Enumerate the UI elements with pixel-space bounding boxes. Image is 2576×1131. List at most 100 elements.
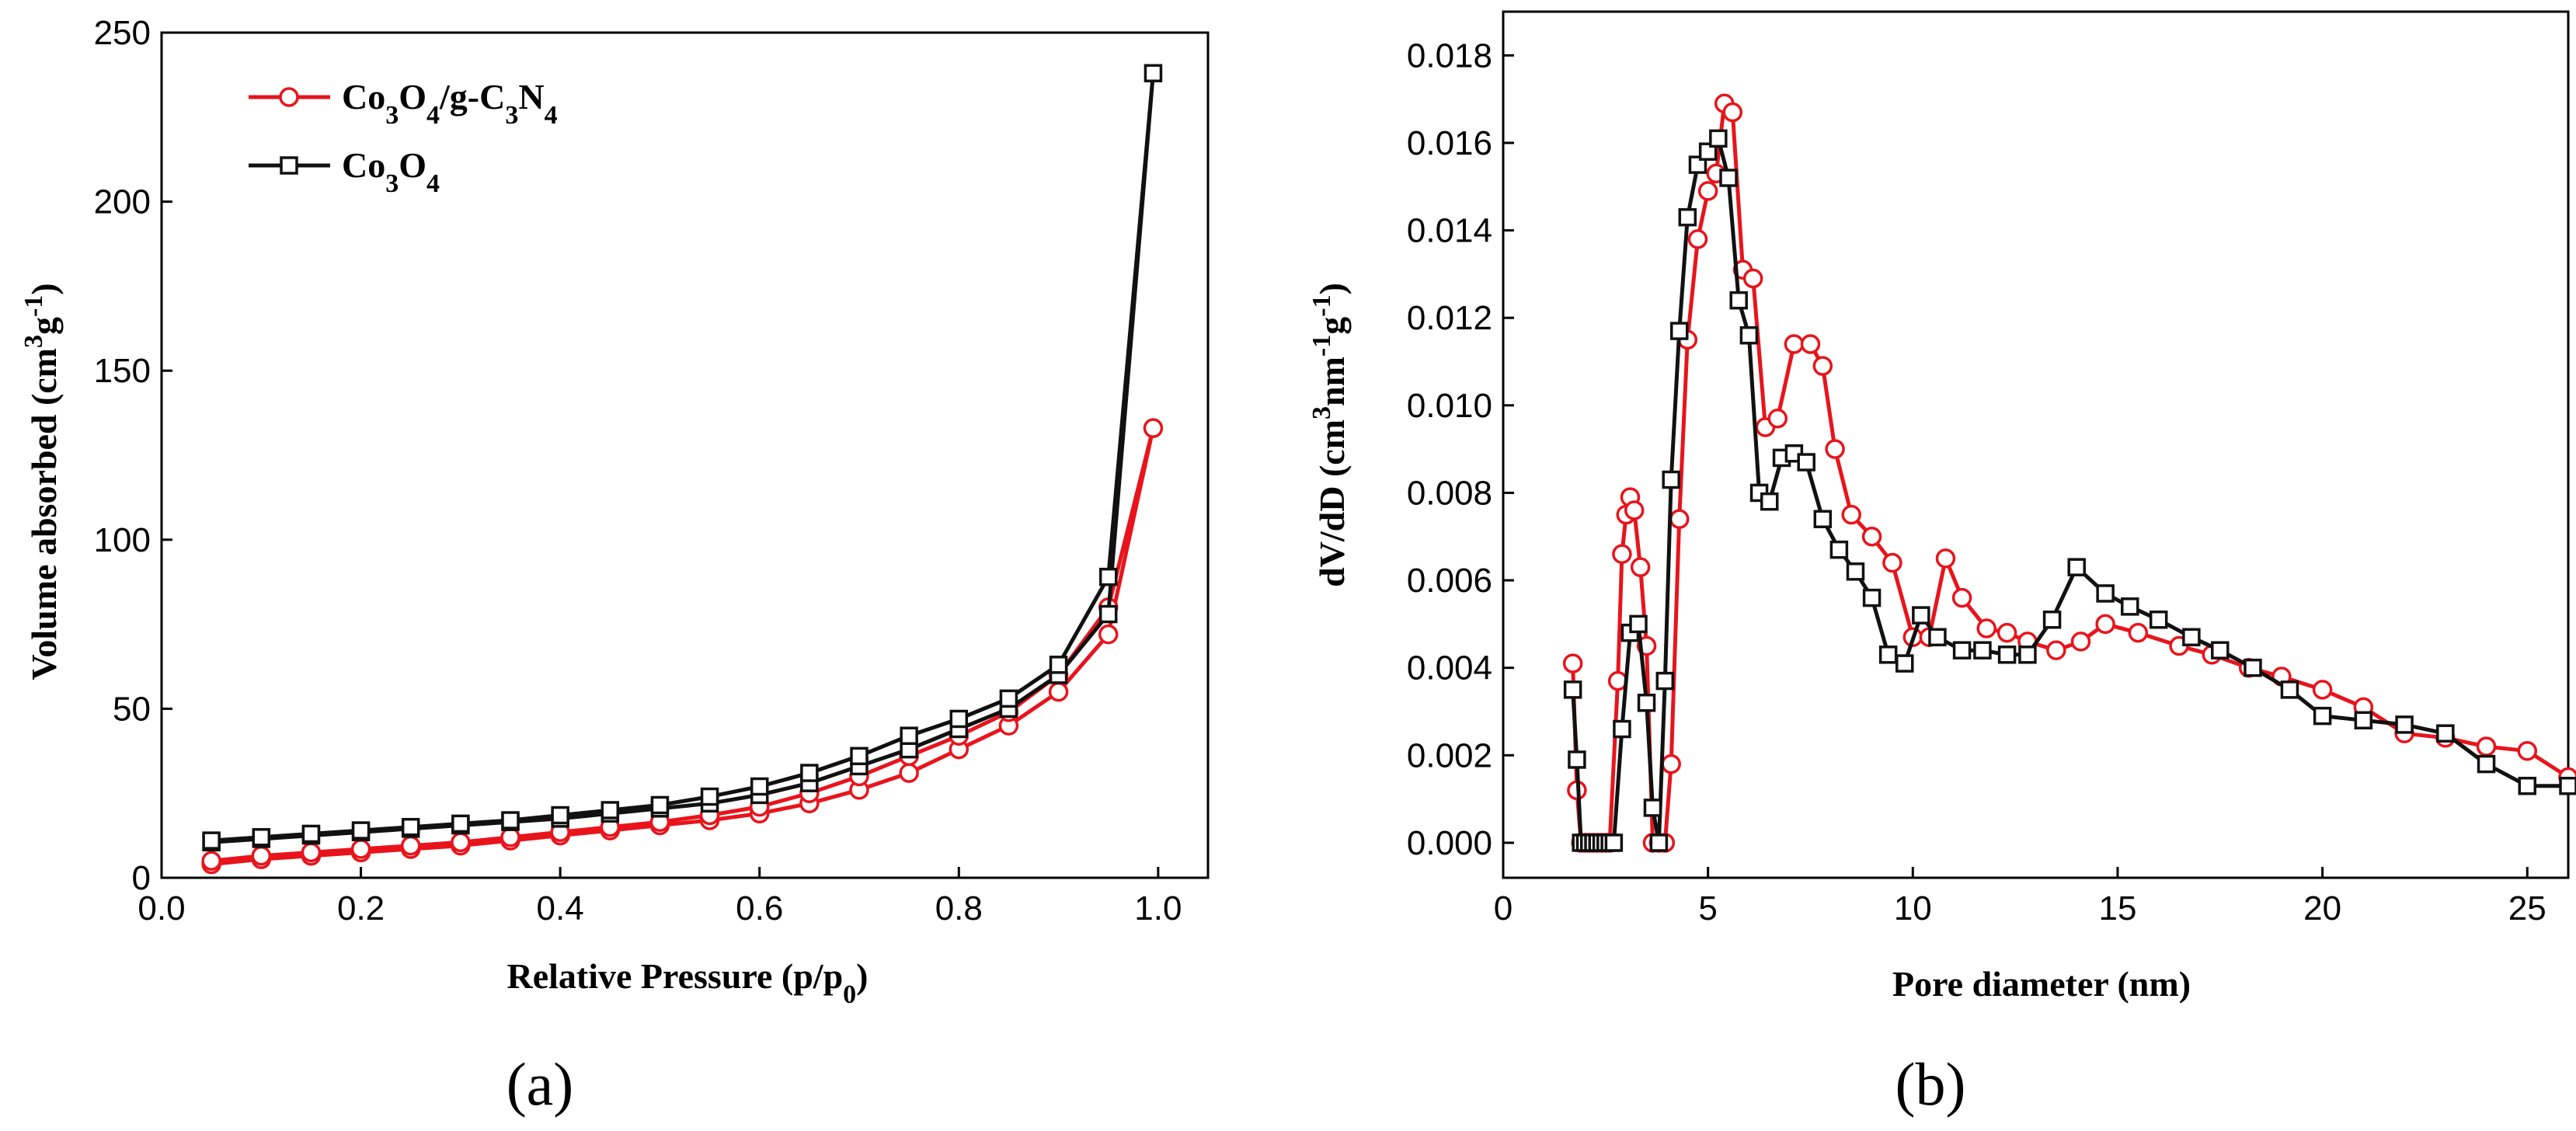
panel-a-point-square	[451, 814, 470, 833]
panel-b-point-square	[2211, 641, 2230, 659]
panel-b-point-square	[1629, 614, 1648, 634]
panel-a-point-square	[252, 828, 271, 847]
panel-b-point-square	[1709, 129, 1728, 148]
panel-b-y-tick-label: 0.014	[1407, 212, 1492, 250]
panel-b-y-tick-label: 0.004	[1407, 649, 1492, 687]
panel-b-point-square	[2067, 558, 2086, 576]
panel-a-point-square	[1098, 567, 1118, 586]
legend-label-part: 3	[505, 101, 518, 130]
panel-b-point-square	[1669, 322, 1689, 340]
panel-a-x-tick-label: 0.8	[935, 889, 983, 927]
panel-b-point-square	[1637, 693, 1656, 712]
panel-a-point-square	[900, 726, 918, 745]
panel-b-point-square	[2477, 754, 2496, 774]
panel-b-series	[1562, 93, 2576, 853]
panel-a-point-square	[351, 821, 371, 840]
panel-b-point-square	[1662, 470, 1680, 489]
panel-b-series-line-0	[1571, 101, 2570, 845]
panel-a-point-circle	[1048, 681, 1069, 702]
panel-b-point-square	[1973, 641, 1992, 659]
legend-label-0: Co3O4/g-C3N4	[342, 77, 558, 130]
panel-a-x-tick-label: 0.6	[736, 889, 783, 927]
panel-b-point-square	[1568, 750, 1586, 769]
legend-marker-square	[280, 156, 298, 175]
panel-b-point-circle	[1722, 102, 1743, 123]
panel-a-chart: 0.0 0.2 0.4 0.6 0.8 1.0 0 50 100 150 200 250 Relati…	[19, 14, 1210, 1118]
panel-b-point-square	[2018, 646, 2037, 664]
legend-label-part: 4	[545, 101, 558, 130]
panel-a-point-circle	[1098, 624, 1119, 645]
panel-b-plot-frame	[1502, 10, 2570, 879]
panel-b-point-circle	[1697, 181, 1718, 201]
panel-a-plot-frame	[160, 31, 1210, 879]
panel-a-point-square	[1144, 64, 1163, 82]
panel-b-point-square	[1655, 671, 1675, 691]
panel-a-point-square	[551, 806, 569, 825]
legend-label-part: Co	[342, 145, 385, 185]
panel-b-point-circle	[1687, 229, 1708, 249]
panel-b-point-square	[1878, 646, 1898, 664]
panel-b-point-circle	[2476, 736, 2497, 757]
panel-b-point-square	[2313, 706, 2332, 726]
legend-label-part: 4	[426, 101, 440, 130]
panel-b-y-tick-label: 0.006	[1407, 562, 1492, 600]
panel-b-y-tick-label: 0.008	[1407, 474, 1492, 512]
panel-b-point-square	[2395, 715, 2414, 734]
panel-b-point-square	[2149, 611, 2168, 629]
panel-b-point-circle	[1630, 557, 1651, 577]
panel-b-x-tick-label: 15	[2098, 889, 2136, 927]
legend-label-part: O	[399, 145, 426, 185]
panel-b-point-square	[1813, 510, 1833, 528]
panel-b-point-square	[1563, 680, 1582, 699]
panel-b-point-square	[1678, 207, 1697, 227]
panel-b-point-circle	[1951, 587, 1972, 608]
panel-b-y-tick-label: 0.016	[1407, 124, 1492, 162]
panel-b-axes: 0 5 10 15 20 25 0.000 0.002 0.004 0.006 0.008 0.010…	[1407, 10, 2570, 927]
panel-b-point-circle	[1935, 548, 1956, 569]
panel-a-x-tick-label: 0.0	[138, 889, 185, 927]
legend-label-part: 4	[426, 169, 440, 198]
panel-b-point-circle	[2517, 740, 2538, 761]
panel-b-point-square	[2280, 680, 2299, 699]
panel-b-point-circle	[1661, 753, 1681, 774]
panel-b-point-circle	[1825, 439, 1845, 459]
panel-a-point-circle	[1143, 418, 1164, 438]
panel-b-point-square	[2121, 597, 2139, 616]
panel-b-point-square	[1719, 169, 1738, 187]
panel-b-x-tick-label: 10	[1894, 889, 1932, 927]
panel-b-point-square	[1649, 833, 1669, 852]
panel-b-label: (b)	[1895, 1050, 1966, 1118]
panel-a-axes: 0.0 0.2 0.4 0.6 0.8 1.0 0 50 100 150 200 250	[94, 14, 1210, 927]
panel-b-point-circle	[1976, 618, 1996, 639]
panel-b-point-square	[2559, 776, 2576, 795]
panel-b-point-circle	[1800, 334, 1821, 354]
panel-b-point-circle	[1784, 334, 1805, 354]
panel-b-point-square	[1912, 606, 1930, 625]
panel-b-point-square	[2042, 611, 2062, 629]
panel-b-x-tick-label: 20	[2303, 889, 2341, 927]
panel-b-point-circle	[1812, 356, 1833, 376]
panel-a-point-square	[1049, 656, 1068, 674]
panel-b-point-circle	[2070, 632, 2091, 652]
legend-marker-circle	[279, 87, 299, 107]
panel-b-point-square	[1739, 325, 1759, 345]
panel-a-point-circle	[500, 827, 520, 847]
panel-b-point-square	[1729, 291, 1748, 310]
panel-a-point-circle	[201, 851, 221, 871]
panel-b-point-square	[1997, 646, 2017, 664]
panel-b-y-tick-label: 0.000	[1407, 824, 1492, 862]
panel-b-chart: 0 5 10 15 20 25 0.000 0.002 0.004 0.006 0.008 0.010…	[1307, 10, 2576, 1118]
panel-b-point-square	[1797, 453, 1815, 472]
panel-a-point-circle	[350, 839, 371, 859]
panel-b-point-square	[2096, 584, 2115, 603]
panel-b-point-circle	[1861, 527, 1882, 547]
panel-b-point-circle	[2312, 680, 2333, 700]
panel-a-point-square	[202, 831, 221, 850]
panel-b-point-circle	[1742, 268, 1763, 289]
panel-a-point-square	[1098, 604, 1118, 624]
panel-a-y-tick-label: 250	[94, 14, 151, 52]
panel-a-point-circle	[899, 763, 919, 783]
legend-label-part: 3	[385, 101, 399, 130]
panel-a-point-square	[999, 689, 1018, 708]
panel-b-point-square	[2436, 724, 2455, 743]
